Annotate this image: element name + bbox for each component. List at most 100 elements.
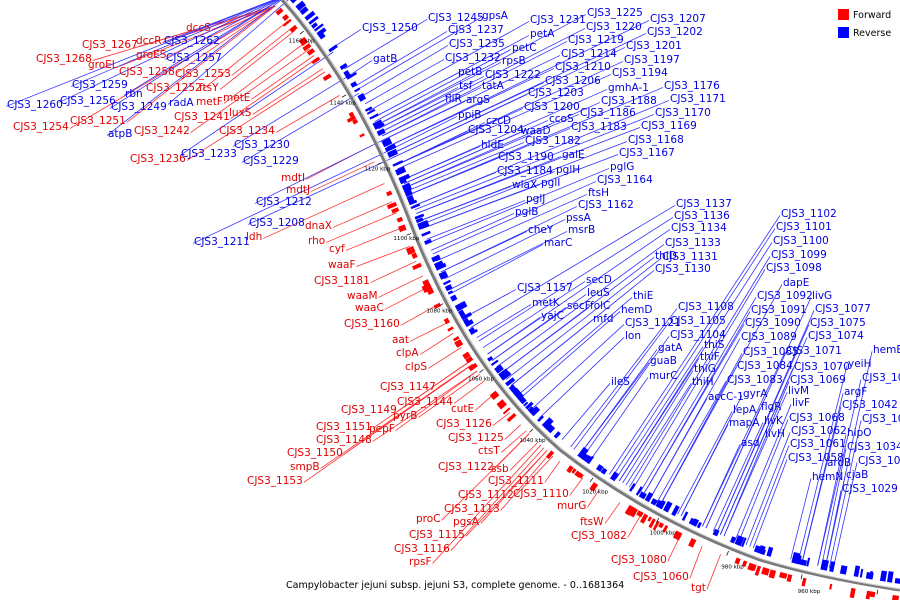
- connector-line: [231, 26, 294, 76]
- gene-label: CJS3_1032: [858, 455, 900, 467]
- gene-label: CJS3_1230: [234, 139, 290, 151]
- reverse-feature: [431, 254, 441, 263]
- connector-line: [435, 194, 588, 262]
- gene-label: CJS3_1241: [174, 111, 230, 123]
- forward-feature: [452, 335, 460, 342]
- tick-label: 1160 kbp: [289, 39, 315, 45]
- gene-label: CJS3_1183: [571, 121, 627, 133]
- gene-label: CJS3_1134: [671, 222, 727, 234]
- reverse-feature: [681, 511, 689, 521]
- connector-line: [639, 297, 757, 494]
- reverse-feature: [394, 166, 407, 176]
- connector-line: [723, 392, 788, 537]
- gene-label: clpS: [405, 361, 427, 373]
- connector-line: [510, 270, 655, 387]
- reverse-feature: [600, 467, 608, 475]
- gene-label: CJS3_1164: [597, 174, 653, 186]
- reverse-feature: [518, 395, 527, 405]
- reverse-feature: [829, 561, 836, 573]
- gene-label: CJS3_1190: [498, 151, 554, 163]
- gene-label: murG: [557, 500, 586, 512]
- connector-line: [723, 381, 790, 537]
- gene-label: ldh: [246, 231, 262, 243]
- gene-label: CJS3_1220: [586, 21, 642, 33]
- reverse-feature: [406, 194, 415, 203]
- reverse-feature: [372, 119, 384, 130]
- connector-line: [241, 92, 360, 163]
- reverse-feature: [461, 311, 473, 321]
- gene-label: metF: [196, 96, 223, 108]
- gene-label: CJS3_1080: [611, 554, 667, 566]
- gene-label: CJS3_1249: [111, 101, 167, 113]
- gene-label: CJS3_1257: [166, 52, 222, 64]
- gene-label: CJS3_1184: [497, 165, 553, 177]
- connector-line: [432, 444, 542, 564]
- connector-line: [832, 462, 858, 570]
- gene-label: CJS3_1233: [181, 148, 237, 160]
- forward-feature: [688, 537, 697, 548]
- forward-feature: [545, 450, 555, 460]
- connector-line: [432, 181, 597, 255]
- gene-label: pglI: [541, 177, 560, 189]
- forward-feature: [396, 216, 404, 223]
- tick-label: 980 kbp: [721, 565, 744, 571]
- gene-label: smpB: [290, 461, 320, 473]
- gene-label: petA: [530, 28, 555, 40]
- connector-line: [126, 5, 276, 123]
- reverse-feature: [381, 137, 393, 148]
- connector-line: [408, 87, 664, 196]
- gene-label: CJS3_1147: [380, 381, 436, 393]
- connector-line: [752, 459, 788, 549]
- forward-feature: [302, 43, 312, 52]
- gene-label: pglB: [515, 206, 538, 218]
- connector-line: [378, 275, 424, 298]
- connector-line: [544, 461, 561, 483]
- forward-feature: [589, 482, 599, 492]
- forward-feature: [869, 591, 876, 598]
- reverse-feature: [444, 284, 453, 292]
- forward-feature: [734, 557, 741, 565]
- forward-feature: [421, 282, 433, 294]
- connector-line: [680, 395, 743, 517]
- gene-label: CJS3_1170: [655, 107, 711, 119]
- gene-label: ftsW: [580, 516, 604, 528]
- gene-label: CJS3_1211: [194, 236, 250, 248]
- connector-line: [232, 75, 349, 147]
- connector-line: [801, 406, 842, 563]
- reverse-feature: [523, 401, 529, 407]
- connector-line: [372, 35, 530, 119]
- gene-label: groES: [136, 49, 167, 61]
- connector-line: [496, 244, 665, 368]
- gene-label: pyrB: [393, 410, 417, 422]
- connector-line: [422, 154, 619, 229]
- reverse-feature: [584, 455, 593, 464]
- connector-line: [418, 373, 480, 418]
- reverse-feature: [408, 199, 418, 206]
- reverse-feature: [658, 500, 666, 510]
- gene-label: galE: [562, 149, 585, 161]
- connector-line: [251, 55, 315, 100]
- forward-feature: [489, 390, 500, 400]
- reverse-feature: [339, 63, 348, 70]
- gene-label: CJS3_1194: [612, 67, 668, 79]
- connector-line: [589, 377, 649, 462]
- gene-label: petB: [458, 66, 482, 78]
- forward-feature: [454, 339, 464, 348]
- gene-label: CJS3_1236: [130, 153, 186, 165]
- gene-label: proC: [416, 513, 441, 525]
- gene-label: dccR: [136, 35, 162, 47]
- gene-label: CJS3_1098: [766, 262, 822, 274]
- connector-line: [376, 14, 587, 126]
- gene-label: mdtJ: [286, 184, 310, 196]
- connector-line: [817, 434, 847, 566]
- reverse-feature: [433, 260, 444, 269]
- map-caption: Campylobacter jejuni subsp. jejuni S3, c…: [286, 580, 624, 591]
- connector-line: [167, 5, 276, 57]
- connector-line: [583, 336, 670, 457]
- connector-line: [384, 286, 429, 310]
- connector-line: [252, 68, 324, 115]
- connector-line: [219, 29, 296, 90]
- gene-label: livM: [788, 385, 809, 397]
- connector-line: [656, 381, 727, 504]
- gene-label: CJS3_1186: [580, 107, 636, 119]
